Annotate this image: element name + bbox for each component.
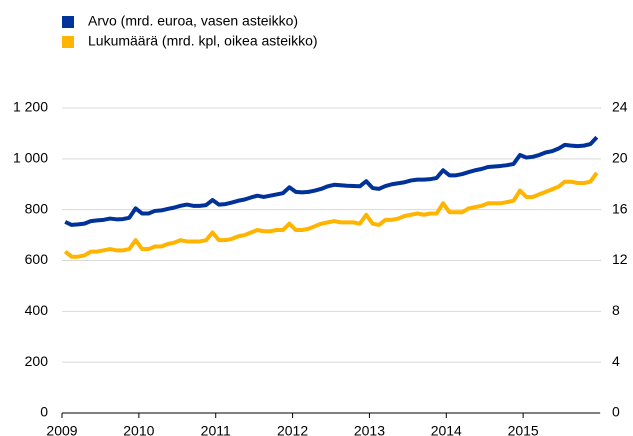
y2-tick-label: 4 — [612, 353, 620, 369]
legend-label: Lukumäärä (mrd. kpl, oikea asteikko) — [88, 33, 318, 49]
y2-tick-label: 0 — [612, 404, 620, 420]
y2-tick-label: 16 — [612, 200, 628, 216]
series-line — [63, 171, 599, 259]
x-tick-label: 2014 — [431, 423, 462, 436]
x-tick-label: 2009 — [46, 423, 77, 436]
y-tick-label: 1 200 — [13, 99, 48, 115]
x-tick-label: 2013 — [354, 423, 385, 436]
series-line — [64, 135, 599, 227]
y-tick-label: 600 — [25, 251, 49, 267]
y-tick-label: 400 — [25, 302, 49, 318]
y-tick-label: 200 — [25, 353, 49, 369]
y2-tick-label: 8 — [612, 302, 620, 318]
legend-swatch — [62, 36, 74, 48]
y-tick-label: 0 — [40, 404, 48, 420]
legend-swatch — [62, 16, 74, 28]
y2-tick-label: 20 — [612, 150, 628, 166]
x-tick-label: 2015 — [508, 423, 539, 436]
legend-label: Arvo (mrd. euroa, vasen asteikko) — [88, 13, 298, 29]
x-tick-label: 2012 — [277, 423, 308, 436]
y2-tick-label: 24 — [612, 99, 628, 115]
x-tick-label: 2011 — [201, 423, 231, 436]
y2-tick-label: 12 — [612, 251, 628, 267]
x-tick-label: 2010 — [123, 423, 154, 436]
y-tick-label: 1 000 — [13, 150, 48, 166]
y-tick-label: 800 — [25, 200, 49, 216]
